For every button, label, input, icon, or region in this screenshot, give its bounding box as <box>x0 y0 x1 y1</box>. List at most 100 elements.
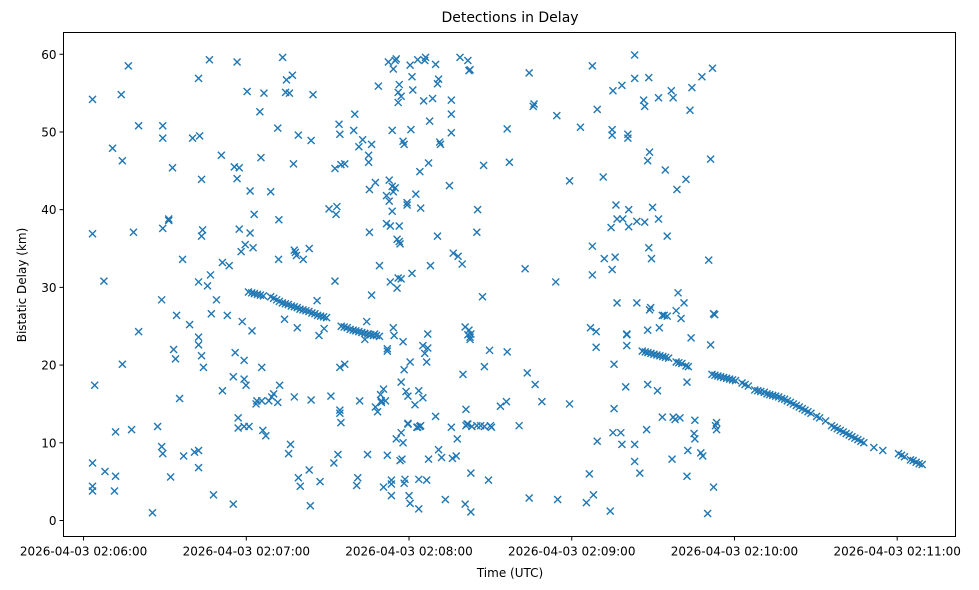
data-point <box>685 106 694 115</box>
data-point <box>294 473 303 482</box>
data-point <box>448 454 457 463</box>
data-point <box>352 481 361 490</box>
data-point <box>400 365 409 374</box>
data-point <box>456 53 464 62</box>
data-point <box>199 363 208 372</box>
data-point <box>400 140 409 149</box>
data-point <box>437 453 446 462</box>
data-point <box>416 421 425 430</box>
data-point <box>335 120 344 129</box>
data-point <box>463 420 472 429</box>
data-point <box>663 312 672 321</box>
data-point <box>406 61 415 70</box>
data-point <box>209 490 218 499</box>
data-point <box>374 82 383 91</box>
data-point <box>243 87 252 96</box>
data-point <box>418 341 427 350</box>
data-point <box>472 421 481 430</box>
data-point <box>203 281 212 290</box>
data-point <box>258 426 267 435</box>
data-point <box>129 228 138 237</box>
data-point <box>677 314 686 323</box>
data-point <box>668 455 677 464</box>
data-point <box>349 126 358 135</box>
data-point <box>88 486 97 495</box>
data-point <box>371 403 380 412</box>
data-point <box>565 399 574 408</box>
data-point <box>405 491 414 500</box>
data-point <box>164 214 173 223</box>
data-point <box>588 242 597 251</box>
data-point <box>257 396 266 405</box>
data-point <box>290 246 299 255</box>
data-point <box>185 320 194 329</box>
data-point <box>284 449 293 458</box>
data-point <box>472 228 481 237</box>
data-point <box>588 270 597 279</box>
data-point <box>249 243 258 252</box>
data-point <box>454 252 463 261</box>
data-point <box>333 450 342 459</box>
data-point <box>364 151 373 160</box>
data-point <box>642 425 651 434</box>
data-point <box>623 130 632 139</box>
data-point <box>675 413 684 422</box>
data-point <box>413 55 422 64</box>
data-point <box>330 277 339 286</box>
data-point <box>188 134 197 143</box>
data-point <box>461 405 470 414</box>
data-point <box>445 181 454 190</box>
data-point <box>683 378 691 387</box>
data-point <box>613 214 622 223</box>
data-point <box>332 210 341 219</box>
data-point <box>375 332 384 341</box>
data-point <box>403 201 412 210</box>
data-point <box>313 296 322 305</box>
data-point <box>330 164 339 173</box>
data-point <box>424 159 433 168</box>
data-point <box>503 347 512 356</box>
data-point <box>466 469 475 478</box>
data-point <box>647 254 656 263</box>
data-point <box>396 239 405 248</box>
data-point <box>293 323 302 332</box>
data-point <box>616 428 625 437</box>
data-point <box>273 398 282 407</box>
data-point <box>237 247 246 256</box>
data-point <box>744 382 753 391</box>
data-point <box>261 431 270 440</box>
data-point <box>671 415 680 424</box>
data-point <box>593 105 602 114</box>
data-point <box>225 261 234 270</box>
x-tick-label: 2026-04-03 02:10:00 <box>671 545 798 559</box>
data-point <box>466 65 475 74</box>
data-point <box>278 53 287 62</box>
data-point <box>383 451 392 460</box>
data-point <box>411 190 420 199</box>
data-point <box>148 508 157 517</box>
data-point <box>376 390 385 399</box>
data-point <box>428 94 437 103</box>
data-point <box>906 455 915 464</box>
data-point <box>207 309 216 318</box>
data-point <box>608 265 617 274</box>
data-point <box>164 216 173 225</box>
data-point <box>466 507 475 516</box>
data-point <box>259 291 268 300</box>
data-point <box>388 126 397 135</box>
data-point <box>257 363 266 372</box>
data-point <box>452 452 461 460</box>
data-point <box>815 413 824 422</box>
data-point <box>704 256 713 265</box>
data-point <box>326 392 335 401</box>
data-point <box>194 333 203 342</box>
data-point <box>677 359 686 368</box>
data-point <box>290 392 299 401</box>
data-point <box>362 317 371 326</box>
data-point <box>433 232 442 241</box>
data-point <box>453 434 462 443</box>
data-point <box>118 156 127 165</box>
data-point <box>391 183 400 192</box>
data-point <box>713 371 722 380</box>
data-point <box>172 311 181 320</box>
